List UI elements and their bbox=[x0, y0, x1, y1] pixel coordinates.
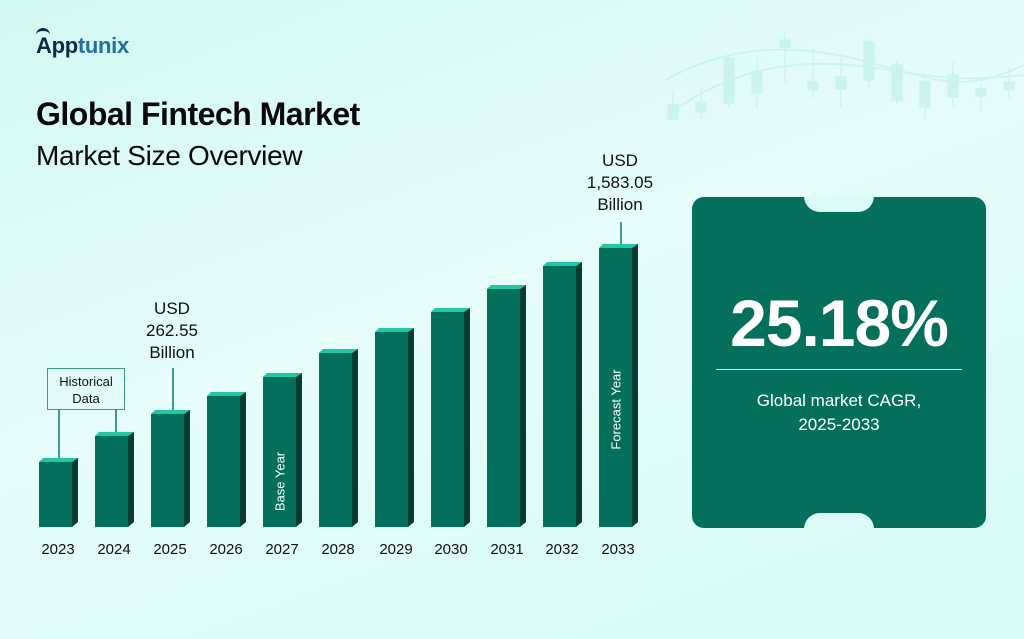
card-bottom-notch bbox=[804, 513, 874, 529]
logo-arc-icon bbox=[36, 28, 50, 41]
x-tick-2027: 2027 bbox=[265, 541, 299, 558]
bar-2028 bbox=[319, 353, 352, 527]
x-tick-2032: 2032 bbox=[545, 541, 579, 558]
cagr-label-line1: Global market CAGR, bbox=[756, 391, 922, 410]
bar-2026 bbox=[207, 396, 240, 527]
cagr-card: 25.18% Global market CAGR, 2025-2033 bbox=[692, 196, 986, 529]
forecast-year-label: Forecast Year bbox=[608, 369, 623, 450]
x-tick-2025: 2025 bbox=[153, 541, 187, 558]
historical-label-line1: Historical bbox=[59, 374, 113, 389]
callout-2033-line2: 1,583.05 bbox=[586, 173, 654, 192]
bar-2023 bbox=[39, 462, 72, 527]
card-divider bbox=[716, 369, 962, 370]
cagr-label-line2: 2025-2033 bbox=[798, 415, 880, 434]
x-tick-2023: 2023 bbox=[41, 541, 75, 558]
callout-2033-value: USD 1,583.05 Billion bbox=[580, 150, 660, 216]
x-tick-2024: 2024 bbox=[97, 541, 131, 558]
chart-title: Global Fintech Market bbox=[36, 96, 360, 132]
bar-2032 bbox=[543, 266, 576, 527]
card-top-notch bbox=[804, 196, 874, 212]
historical-label-line2: Data bbox=[72, 391, 100, 406]
chart-subtitle: Market Size Overview bbox=[36, 140, 303, 171]
base-year-label: Base Year bbox=[272, 451, 287, 512]
historical-connector-2023 bbox=[58, 410, 60, 462]
historical-data-box: Historical Data bbox=[47, 368, 125, 410]
x-tick-2031: 2031 bbox=[490, 541, 524, 558]
cagr-label: Global market CAGR, 2025-2033 bbox=[692, 389, 986, 437]
bar-2031 bbox=[487, 289, 520, 527]
callout-2025-line3: Billion bbox=[149, 343, 195, 362]
x-tick-2026: 2026 bbox=[209, 541, 243, 558]
cagr-value: 25.18% bbox=[730, 286, 949, 360]
callout-2025-connector bbox=[172, 368, 174, 414]
callout-2033-line1: USD bbox=[602, 151, 638, 170]
logo-text-app: App bbox=[36, 33, 78, 58]
callout-2025-line1: USD bbox=[154, 299, 190, 318]
x-tick-2033: 2033 bbox=[601, 541, 635, 558]
bar-2029 bbox=[375, 332, 408, 527]
bar-2025 bbox=[151, 414, 184, 527]
bar-2027: Base Year bbox=[263, 377, 296, 527]
bar-2033: Forecast Year bbox=[599, 248, 632, 527]
x-tick-2029: 2029 bbox=[379, 541, 413, 558]
apptunix-logo: Apptunix bbox=[36, 33, 129, 59]
callout-2025-value: USD 262.55 Billion bbox=[140, 298, 204, 364]
logo-text-tunix: tunix bbox=[77, 33, 129, 58]
bar-2024 bbox=[95, 436, 128, 527]
callout-2025-line2: 262.55 bbox=[146, 321, 198, 340]
x-tick-2028: 2028 bbox=[321, 541, 355, 558]
callout-2033-line3: Billion bbox=[597, 195, 643, 214]
x-tick-2030: 2030 bbox=[434, 541, 468, 558]
bar-2030 bbox=[431, 312, 464, 527]
candlestick-decoration bbox=[664, 32, 1024, 120]
historical-connector-2024 bbox=[115, 410, 117, 436]
callout-2033-connector bbox=[620, 222, 622, 248]
